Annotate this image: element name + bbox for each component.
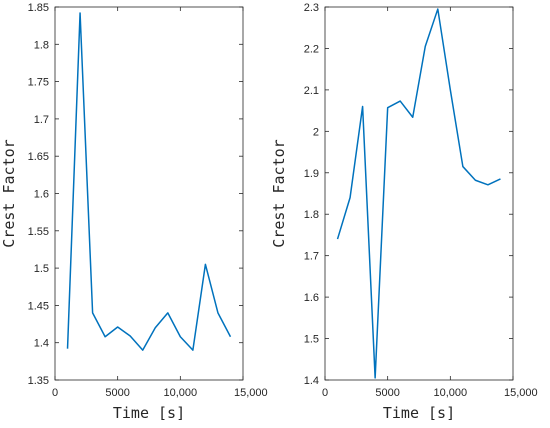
y-tick-label: 1.75 xyxy=(28,77,49,89)
y-tick-label: 1.45 xyxy=(28,300,49,312)
x-tick-label: 0 xyxy=(52,387,58,399)
x-tick-label: 15,000 xyxy=(504,387,538,399)
x-tick-label: 5000 xyxy=(375,387,399,399)
chart-panel-1: 1.35 1.4 1.45 1.5 1.55 1.6 1.65 1.7 1.75 1.8 1.85 0… xyxy=(0,2,268,422)
y-tick-label: 2.1 xyxy=(304,85,319,97)
y-tick-label: 1.55 xyxy=(28,226,49,238)
y-tick-label: 1.4 xyxy=(304,375,319,387)
x-axis-label: Time [s] xyxy=(113,404,185,422)
x-axis-label: Time [s] xyxy=(383,404,455,422)
y-tick-label: 2.3 xyxy=(304,2,319,14)
y-tick-label: 1.4 xyxy=(34,338,49,350)
x-tick-label: 15,000 xyxy=(234,387,268,399)
series-line-1 xyxy=(66,12,232,351)
x-tick-label: 5000 xyxy=(105,387,129,399)
chart-panel-2: 1.4 1.5 1.6 1.7 1.8 1.9 2 2.1 2.2 2.3 0 5000 10,000 1… xyxy=(270,2,538,422)
y-tick-label: 1.65 xyxy=(28,151,49,163)
y-tick-label: 1.7 xyxy=(304,251,319,263)
x-tick-label: 10,000 xyxy=(434,387,468,399)
y-tick-label: 1.5 xyxy=(304,334,319,346)
x-tick-label: 10,000 xyxy=(164,387,198,399)
y-tick-label: 1.85 xyxy=(28,2,49,14)
y-tick-label: 2 xyxy=(313,126,319,138)
y-tick-label: 1.9 xyxy=(304,168,319,180)
y-tick-label: 2.2 xyxy=(304,43,319,55)
y-tick-label: 1.6 xyxy=(34,189,49,201)
plot-frame xyxy=(54,6,244,381)
plot-frame xyxy=(324,6,514,381)
y-tick-label: 1.8 xyxy=(34,39,49,51)
y-tick-label: 1.8 xyxy=(304,209,319,221)
y-tick-label: 1.6 xyxy=(304,292,319,304)
y-axis-label: Crest Factor xyxy=(270,139,288,247)
y-tick-label: 1.5 xyxy=(34,263,49,275)
x-tick-label: 0 xyxy=(322,387,328,399)
y-axis-label: Crest Factor xyxy=(0,139,18,247)
y-tick-label: 1.7 xyxy=(34,114,49,126)
y-tick-label: 1.35 xyxy=(28,375,49,387)
series-line-1 xyxy=(336,8,501,379)
